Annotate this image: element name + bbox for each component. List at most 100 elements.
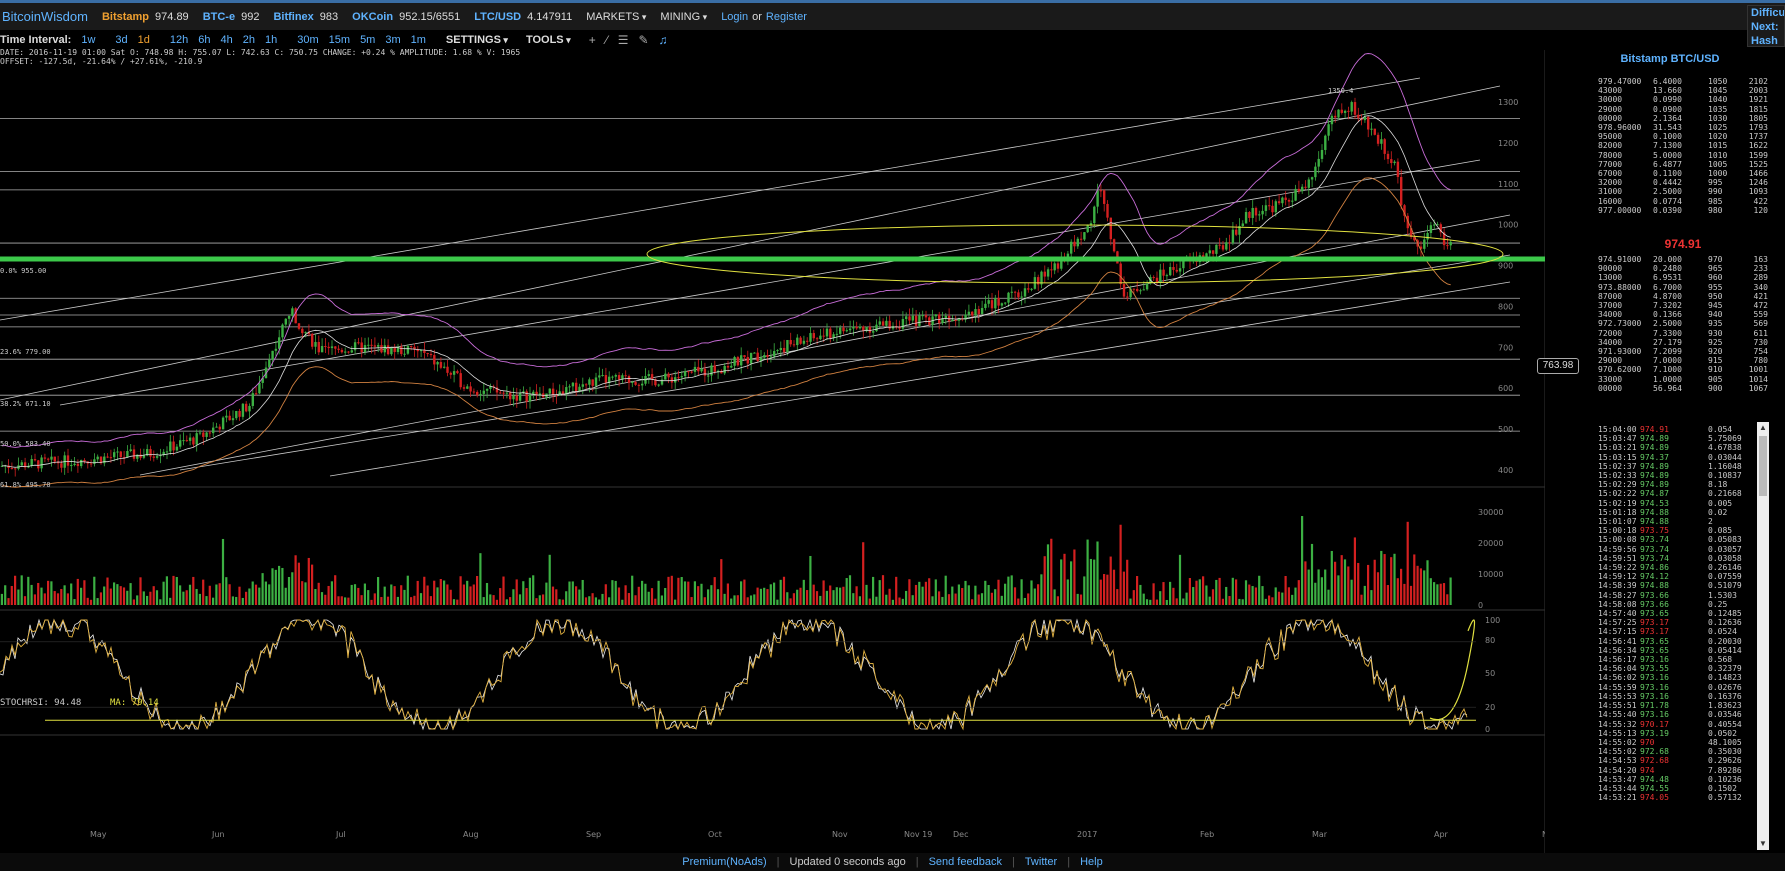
interval-12h[interactable]: 12h xyxy=(169,34,189,46)
mining-menu[interactable]: MINING xyxy=(660,11,707,23)
trade-volume: 0.20030 xyxy=(1708,636,1742,646)
scroll-thumb[interactable] xyxy=(1759,436,1767,496)
volume-bar xyxy=(449,589,452,605)
bid-cell: 34000 xyxy=(1598,310,1623,320)
candle-body xyxy=(812,333,815,339)
volume-bar xyxy=(212,597,215,605)
candle-body xyxy=(581,384,584,387)
volume-bar xyxy=(1172,587,1175,605)
candle-body xyxy=(1291,200,1294,202)
bid-cell: 970.62000 xyxy=(1598,365,1642,375)
candle-body xyxy=(248,405,251,412)
trades-scrollbar[interactable]: ▲ ▼ xyxy=(1757,422,1769,850)
trade-time: 14:55:32 xyxy=(1598,719,1637,729)
candle-body xyxy=(1353,102,1357,115)
pen-icon[interactable]: ✎ xyxy=(638,33,649,47)
interval-4h[interactable]: 4h xyxy=(220,34,233,46)
interval-3m[interactable]: 3m xyxy=(385,34,401,46)
candle-body xyxy=(1218,244,1221,246)
candle-body xyxy=(753,352,756,354)
volume-bar xyxy=(957,584,960,605)
markets-menu[interactable]: MARKETS xyxy=(586,11,646,23)
time-axis-label: Apr xyxy=(1434,830,1449,839)
interval-1m[interactable]: 1m xyxy=(410,34,426,46)
horizontal-lines-icon[interactable]: ☰ xyxy=(617,33,629,47)
trade-volume: 7.89286 xyxy=(1708,765,1742,775)
candle-body xyxy=(1122,284,1126,297)
feedback-link[interactable]: Send feedback xyxy=(928,856,1002,868)
volume-bar xyxy=(545,582,548,605)
interval-1d[interactable]: 1d xyxy=(137,34,150,46)
volume-tick-label: 10000 xyxy=(1478,570,1503,579)
candle-body xyxy=(987,300,990,304)
bid-cell: 56.964 xyxy=(1653,383,1682,393)
scroll-up-icon[interactable]: ▲ xyxy=(1759,423,1767,432)
volume-bar xyxy=(594,597,597,605)
interval-5m[interactable]: 5m xyxy=(360,34,376,46)
price-chart[interactable]: 4005006007008009001000110012001300010000… xyxy=(0,50,1545,853)
difficulty-panel[interactable]: Difficu Next: Hash R xyxy=(1747,5,1785,47)
volume-bar xyxy=(495,599,498,605)
interval-15m[interactable]: 15m xyxy=(328,34,351,46)
trade-volume: 0.12636 xyxy=(1708,618,1742,628)
interval-3d[interactable]: 3d xyxy=(115,34,128,46)
volume-bar xyxy=(17,589,20,605)
ask-row: 77000 6.4877 1005 1525 xyxy=(1598,160,1768,169)
exchange-bitfinex[interactable]: Bitfinex xyxy=(273,10,314,23)
alert-bell-icon[interactable]: ♫ xyxy=(658,33,668,47)
candle-body xyxy=(1446,245,1449,247)
candle-body xyxy=(1030,288,1033,290)
premium-link[interactable]: Premium(NoAds) xyxy=(682,856,767,868)
interval-6h[interactable]: 6h xyxy=(198,34,211,46)
volume-bar xyxy=(1053,589,1056,605)
exchange-okcoin[interactable]: OKCoin xyxy=(352,10,394,23)
register-link[interactable]: Register xyxy=(765,10,807,23)
interval-2h[interactable]: 2h xyxy=(242,34,255,46)
ask-cell: 2.1364 xyxy=(1653,113,1682,123)
candle-body xyxy=(66,455,70,466)
site-logo[interactable]: BitcoinWisdom xyxy=(2,9,88,24)
exchange-ltcusd[interactable]: LTC/USD xyxy=(474,10,522,23)
bid-cell: 930 xyxy=(1708,328,1723,338)
bid-cell: 940 xyxy=(1708,310,1723,320)
candle-body xyxy=(1221,245,1225,250)
help-link[interactable]: Help xyxy=(1080,856,1103,868)
crosshair-icon[interactable]: + xyxy=(588,33,596,47)
volume-bar xyxy=(733,595,736,605)
interval-30m[interactable]: 30m xyxy=(297,34,319,46)
settings-menu[interactable]: SETTINGS xyxy=(446,34,508,46)
bid-cell: 965 xyxy=(1708,264,1723,274)
trade-row: 15:01:07 974.88 2 xyxy=(1598,517,1758,526)
trade-time: 14:58:27 xyxy=(1598,590,1637,600)
exchange-bitstamp[interactable]: Bitstamp xyxy=(101,10,150,23)
login-link[interactable]: Login xyxy=(721,10,749,23)
volume-bar xyxy=(258,587,261,605)
trade-time: 14:58:39 xyxy=(1598,581,1637,591)
candle-body xyxy=(1182,259,1185,269)
interval-1h[interactable]: 1h xyxy=(265,34,278,46)
candle-body xyxy=(1238,226,1241,235)
volume-bar xyxy=(1363,585,1366,605)
exchange-okcoin-price: 952.15/6551 xyxy=(399,10,461,23)
volume-bar xyxy=(502,576,505,605)
candle-body xyxy=(825,328,829,337)
exchange-btce[interactable]: BTC-e xyxy=(202,10,236,23)
volume-bar xyxy=(832,590,835,605)
bid-row: 971.93000 7.2099 920 754 xyxy=(1598,347,1768,356)
volume-bar xyxy=(119,586,122,605)
trade-price: 974.12 xyxy=(1640,572,1669,582)
scroll-down-icon[interactable]: ▼ xyxy=(1759,839,1767,848)
candle-body xyxy=(1363,116,1367,121)
draw-line-icon[interactable]: ⁄ xyxy=(605,33,608,47)
candle-body xyxy=(423,349,426,353)
twitter-link[interactable]: Twitter xyxy=(1024,856,1058,868)
volume-bar xyxy=(802,579,805,605)
interval-1w[interactable]: 1w xyxy=(81,34,96,46)
volume-bar xyxy=(654,598,657,605)
candle-body xyxy=(113,452,116,458)
candle-body xyxy=(380,345,383,353)
tools-menu[interactable]: TOOLS xyxy=(526,34,571,46)
ask-cell: 1737 xyxy=(1748,132,1768,142)
candle-body xyxy=(921,315,924,317)
volume-bar xyxy=(822,580,825,605)
